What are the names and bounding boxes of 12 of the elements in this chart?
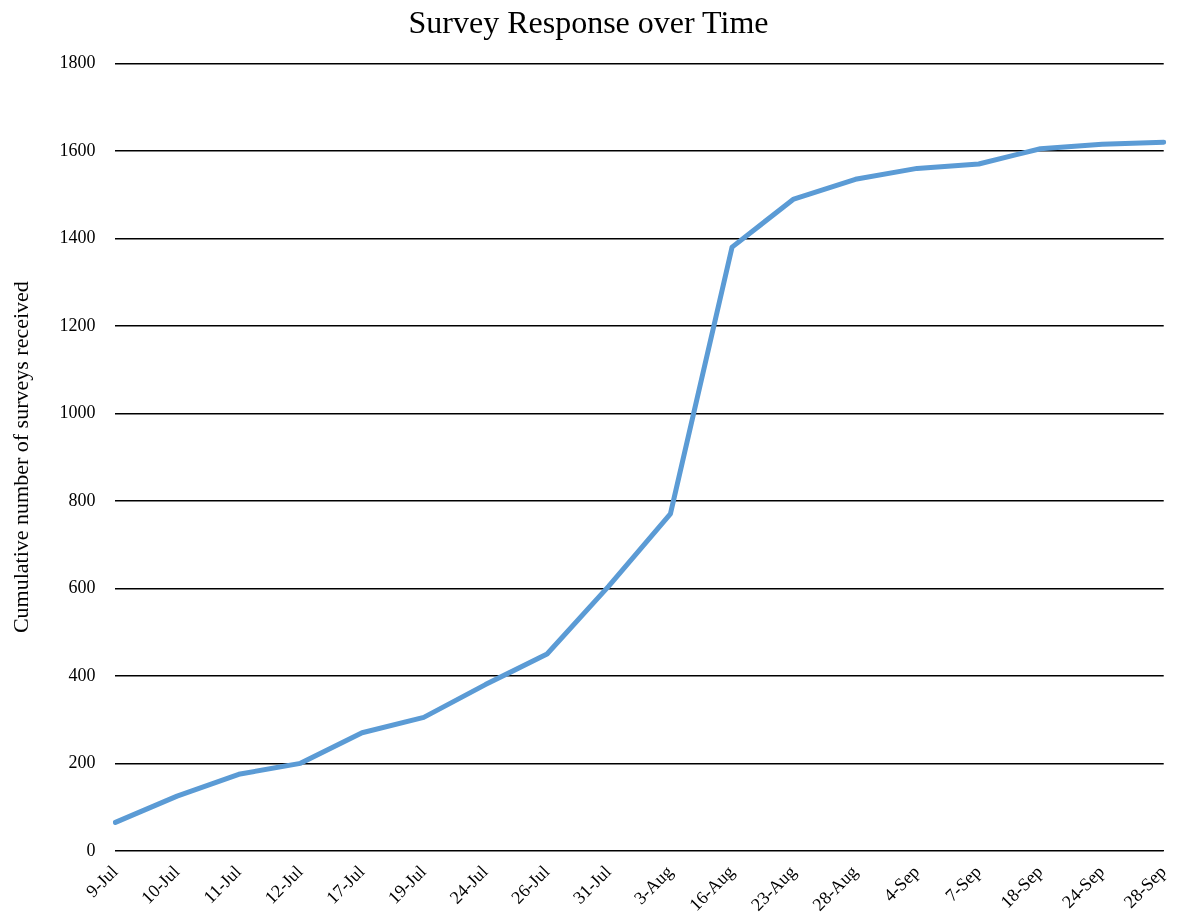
y-axis-title: Cumulative number of surveys received <box>7 281 33 634</box>
y-tick-label: 800 <box>68 489 96 510</box>
y-tick-label: 1000 <box>59 402 96 423</box>
y-tick-label: 600 <box>68 577 96 598</box>
y-tick-label: 400 <box>68 664 96 685</box>
y-tick-label: 0 <box>86 839 96 860</box>
chart-title: Survey Response over Time <box>408 3 769 40</box>
y-tick-label: 1400 <box>59 227 96 248</box>
y-tick-label: 1600 <box>59 139 96 160</box>
y-tick-label: 200 <box>68 752 96 773</box>
y-tick-label: 1800 <box>59 52 96 73</box>
y-tick-label: 1200 <box>59 314 96 335</box>
